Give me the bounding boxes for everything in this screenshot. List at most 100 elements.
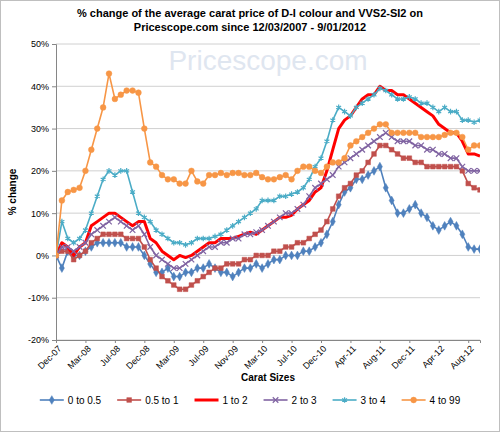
point-marker xyxy=(101,232,106,237)
point-marker xyxy=(289,251,294,260)
point-marker xyxy=(371,126,377,132)
point-marker xyxy=(242,231,248,237)
point-marker xyxy=(124,236,129,241)
point-marker xyxy=(324,138,329,144)
y-tick-mark xyxy=(52,171,56,172)
point-marker xyxy=(207,270,212,275)
point-marker xyxy=(224,240,230,246)
grid-line xyxy=(56,213,480,214)
point-marker xyxy=(466,117,471,123)
point-marker xyxy=(359,147,365,153)
x-tick: Aug-12 xyxy=(448,340,476,371)
point-marker xyxy=(201,274,206,279)
point-marker xyxy=(213,234,218,240)
point-marker xyxy=(330,217,335,226)
point-marker xyxy=(459,134,465,140)
point-marker xyxy=(112,96,118,102)
point-marker xyxy=(118,168,123,174)
point-marker xyxy=(177,287,182,292)
point-marker xyxy=(300,164,306,170)
point-marker xyxy=(418,134,424,140)
point-marker xyxy=(147,244,153,250)
x-tick: Nov-09 xyxy=(213,340,241,371)
point-marker xyxy=(253,229,259,235)
series xyxy=(56,86,480,259)
legend-label: 3 to 4 xyxy=(361,395,386,406)
point-marker xyxy=(183,242,188,248)
x-axis-title: Carat Sizes xyxy=(241,372,295,383)
point-marker xyxy=(142,215,147,221)
point-marker xyxy=(371,138,377,144)
y-axis-line xyxy=(52,45,57,341)
x-tick-label: Aug-11 xyxy=(360,344,387,371)
point-marker xyxy=(295,168,301,174)
point-marker xyxy=(407,156,412,161)
point-marker xyxy=(130,236,135,241)
point-marker xyxy=(260,264,265,273)
point-marker xyxy=(171,283,176,288)
x-tick-label: Aug-12 xyxy=(448,344,476,372)
point-marker xyxy=(154,266,159,271)
plot-area xyxy=(56,71,480,292)
y-tick-label: 0% xyxy=(36,251,49,261)
point-marker xyxy=(259,174,265,180)
point-marker xyxy=(271,198,276,204)
point-marker xyxy=(472,245,477,254)
legend: 0 to 0.50.5 to 11 to 22 to 33 to 44 to 9… xyxy=(40,395,461,406)
point-marker xyxy=(165,261,171,267)
point-marker xyxy=(266,253,271,258)
point-marker xyxy=(389,196,394,205)
point-marker xyxy=(354,105,359,111)
point-marker xyxy=(59,264,64,273)
point-marker xyxy=(454,164,459,169)
x-tick-mark xyxy=(233,340,234,343)
point-marker xyxy=(142,245,147,250)
point-marker xyxy=(177,181,183,187)
x-tick-label: Nov-09 xyxy=(213,344,241,372)
point-marker xyxy=(360,175,365,184)
point-marker xyxy=(189,168,195,174)
x-axis-line xyxy=(57,341,481,344)
y-tick: -20% xyxy=(28,335,56,345)
point-marker xyxy=(454,130,460,136)
point-marker xyxy=(460,117,465,123)
point-marker xyxy=(330,207,335,212)
x-tick-mark xyxy=(174,340,175,343)
x-tick-label: Mar-09 xyxy=(154,344,181,371)
point-marker xyxy=(242,172,248,178)
point-marker xyxy=(207,260,212,269)
series-line xyxy=(56,133,480,268)
point-marker xyxy=(312,185,318,191)
point-marker xyxy=(359,134,365,140)
point-marker xyxy=(295,189,300,195)
point-marker xyxy=(348,155,354,161)
x-tick: Jul-08 xyxy=(98,340,122,368)
point-marker xyxy=(212,244,218,250)
point-marker xyxy=(472,185,477,190)
point-marker xyxy=(136,243,141,252)
point-marker xyxy=(124,88,130,94)
point-marker xyxy=(277,215,283,221)
point-marker xyxy=(59,198,65,204)
series-line xyxy=(56,88,480,255)
x-tick-label: Apr-12 xyxy=(420,344,446,370)
grid-line xyxy=(56,128,480,129)
x-tick: Mar-10 xyxy=(242,340,269,371)
point-marker xyxy=(224,172,230,178)
y-tick: -10% xyxy=(28,293,56,303)
x-tick-label: Mar-10 xyxy=(242,344,269,371)
point-marker xyxy=(289,191,294,197)
point-marker xyxy=(259,227,265,233)
point-marker xyxy=(160,231,165,237)
y-axis: -20%-10%0%10%20%30%40%50% xyxy=(28,39,57,345)
point-marker xyxy=(406,130,412,136)
point-marker xyxy=(107,232,112,237)
point-marker xyxy=(113,232,118,237)
point-marker xyxy=(236,170,242,176)
x-tick-label: Mar-08 xyxy=(66,344,93,371)
point-marker xyxy=(195,253,201,259)
point-marker xyxy=(248,210,253,216)
point-marker xyxy=(71,240,76,246)
point-marker xyxy=(107,168,112,174)
point-marker xyxy=(436,134,442,140)
